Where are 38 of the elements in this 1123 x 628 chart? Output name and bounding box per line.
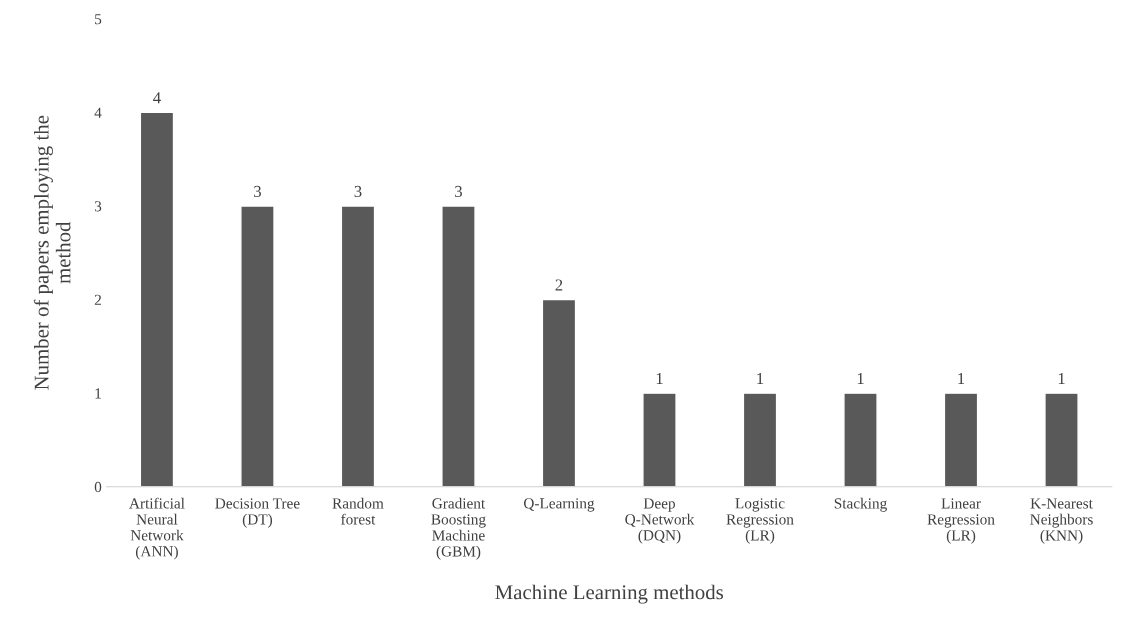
bar xyxy=(642,392,677,487)
bar xyxy=(943,392,979,487)
bar xyxy=(541,298,577,487)
bar xyxy=(441,205,476,487)
x-tick-label: Deep Q-Network (DQN) xyxy=(625,498,695,544)
data-label: 3 xyxy=(455,185,462,198)
data-label: 1 xyxy=(656,373,663,385)
x-tick-label: K-Nearest Neighbors (KNN) xyxy=(1030,498,1093,544)
bar xyxy=(742,392,778,487)
y-tick-label: 4 xyxy=(94,107,102,118)
data-label: 3 xyxy=(254,185,261,198)
x-tick-label: Random forest xyxy=(332,497,384,525)
x-tick-label: Gradient Boosting Machine (GBM) xyxy=(431,497,486,560)
y-tick-label: 1 xyxy=(95,388,101,399)
data-label: 1 xyxy=(958,373,965,385)
y-tick-label: 0 xyxy=(94,481,102,493)
data-label: 4 xyxy=(153,92,161,104)
x-tick-label: Artificial Neural Network (ANN) xyxy=(129,497,185,560)
bar xyxy=(240,205,275,487)
y-tick-label: 5 xyxy=(95,14,102,25)
x-tick-label: Q-Learning xyxy=(523,498,595,512)
y-tick-label: 3 xyxy=(94,201,102,212)
data-label: 1 xyxy=(857,373,864,385)
bar xyxy=(1044,392,1079,487)
data-label: 1 xyxy=(1058,373,1065,385)
bar xyxy=(340,205,376,487)
x-tick-label: Logistic Regression (LR) xyxy=(726,498,794,544)
y-tick-label: 2 xyxy=(94,294,101,305)
bar xyxy=(843,392,878,487)
bar xyxy=(139,111,175,487)
x-tick-label: Linear Regression (LR) xyxy=(927,498,995,544)
data-label: 2 xyxy=(555,279,563,291)
x-tick-label: Decision Tree (DT) xyxy=(215,498,300,528)
y-axis-title: Number of papers employing the method xyxy=(33,115,71,390)
data-label: 1 xyxy=(757,373,764,385)
x-axis-title: Machine Learning methods xyxy=(495,584,724,604)
data-label: 3 xyxy=(354,185,362,198)
x-tick-label: Stacking xyxy=(834,497,887,512)
